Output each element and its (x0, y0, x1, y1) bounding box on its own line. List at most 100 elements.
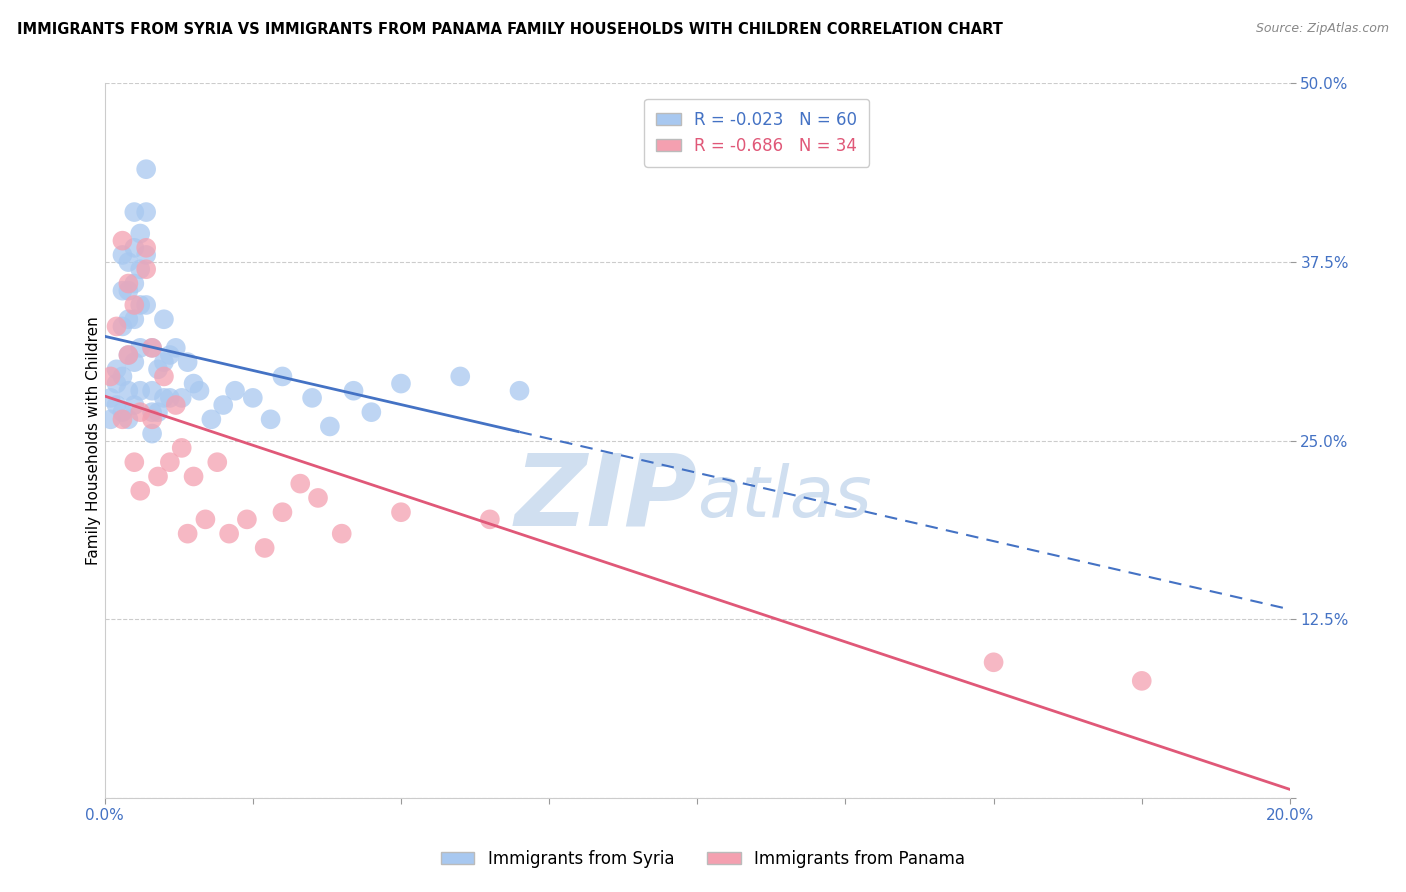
Point (159, 455, 181, 469)
Point (188, 384, 211, 398)
Point (271, 369, 294, 384)
Point (212, 398, 235, 412)
Legend: Immigrants from Syria, Immigrants from Panama: Immigrants from Syria, Immigrants from P… (434, 844, 972, 875)
Point (342, 384, 364, 398)
Point (153, 391, 176, 405)
Point (159, 348, 181, 362)
Text: atlas: atlas (697, 464, 872, 533)
Point (508, 384, 530, 398)
Point (124, 277, 146, 291)
Point (129, 384, 152, 398)
Point (330, 526, 353, 541)
Point (170, 441, 193, 455)
Point (111, 284, 134, 298)
Point (153, 312, 176, 326)
Point (165, 398, 187, 412)
Point (983, 655, 1005, 669)
Point (117, 284, 139, 298)
Point (259, 412, 281, 426)
Point (194, 512, 217, 526)
Point (124, 398, 146, 412)
Point (253, 541, 276, 555)
Point (141, 384, 163, 398)
Text: ZIP: ZIP (515, 450, 697, 547)
Point (124, 205, 146, 219)
Point (135, 162, 157, 177)
Point (129, 298, 152, 312)
Point (146, 469, 169, 483)
Point (449, 369, 471, 384)
Point (100, 412, 122, 426)
Point (301, 391, 323, 405)
Point (218, 526, 240, 541)
Point (271, 505, 294, 519)
Point (111, 234, 134, 248)
Point (360, 405, 382, 419)
Text: Source: ZipAtlas.com: Source: ZipAtlas.com (1256, 22, 1389, 36)
Point (105, 362, 128, 376)
Point (135, 248, 157, 262)
Point (200, 412, 222, 426)
Point (124, 455, 146, 469)
Point (146, 405, 169, 419)
Point (170, 391, 193, 405)
Point (159, 391, 181, 405)
Point (242, 391, 264, 405)
Point (207, 455, 229, 469)
Point (117, 348, 139, 362)
Point (105, 376, 128, 391)
Point (135, 298, 157, 312)
Point (153, 369, 176, 384)
Point (165, 341, 187, 355)
Point (389, 505, 412, 519)
Y-axis label: Family Households with Children: Family Households with Children (86, 317, 101, 566)
Point (129, 405, 152, 419)
Point (105, 319, 128, 334)
Point (111, 405, 134, 419)
Point (1130, 673, 1153, 688)
Point (141, 405, 163, 419)
Point (117, 384, 139, 398)
Point (236, 512, 259, 526)
Point (124, 355, 146, 369)
Point (146, 362, 169, 376)
Point (224, 384, 246, 398)
Point (135, 205, 157, 219)
Point (129, 341, 152, 355)
Point (183, 376, 205, 391)
Point (117, 312, 139, 326)
Point (100, 369, 122, 384)
Point (141, 412, 163, 426)
Point (124, 298, 146, 312)
Point (129, 262, 152, 277)
Point (141, 341, 163, 355)
Point (176, 526, 198, 541)
Point (183, 469, 205, 483)
Point (105, 398, 128, 412)
Point (111, 412, 134, 426)
Point (135, 241, 157, 255)
Legend: R = -0.023   N = 60, R = -0.686   N = 34: R = -0.023 N = 60, R = -0.686 N = 34 (644, 99, 869, 167)
Point (117, 348, 139, 362)
Point (129, 483, 152, 498)
Point (117, 412, 139, 426)
Point (307, 491, 329, 505)
Point (100, 391, 122, 405)
Point (290, 476, 312, 491)
Point (124, 312, 146, 326)
Point (478, 512, 501, 526)
Point (389, 376, 412, 391)
Point (141, 341, 163, 355)
Point (176, 355, 198, 369)
Point (111, 369, 134, 384)
Point (141, 426, 163, 441)
Point (111, 319, 134, 334)
Point (124, 241, 146, 255)
Point (117, 277, 139, 291)
Point (117, 255, 139, 269)
Point (129, 227, 152, 241)
Text: IMMIGRANTS FROM SYRIA VS IMMIGRANTS FROM PANAMA FAMILY HOUSEHOLDS WITH CHILDREN : IMMIGRANTS FROM SYRIA VS IMMIGRANTS FROM… (17, 22, 1002, 37)
Point (111, 248, 134, 262)
Point (319, 419, 342, 434)
Point (135, 262, 157, 277)
